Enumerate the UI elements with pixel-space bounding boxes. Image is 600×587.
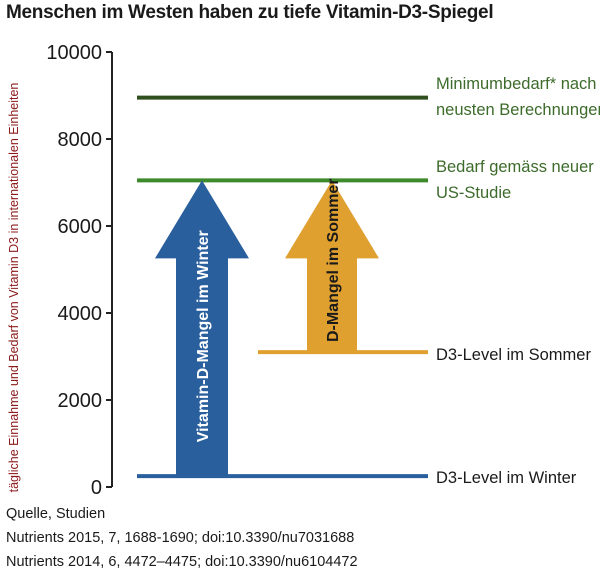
y-axis-label: tägliche Einnahme und Bedarf von Vitamin… [7, 83, 21, 493]
y-tick-label-10000: 10000 [46, 42, 102, 64]
reference-line-label-4-1: D3-Level im Winter [436, 469, 577, 487]
arrow-2 [285, 180, 379, 353]
reference-line-label-1-2: neusten Berechnungen [436, 101, 600, 119]
arrow-label-1: Vitamin-D-Mangel im Winter [195, 230, 212, 442]
source-line-2: Nutrients 2014, 6, 4472–4475; doi:10.339… [6, 554, 358, 570]
y-tick-label-6000: 6000 [58, 216, 103, 238]
chart-title: Menschen im Westen haben zu tiefe Vitami… [6, 2, 494, 23]
reference-line-label-2-1: Bedarf gemäss neuer [436, 158, 594, 176]
y-tick-label-8000: 8000 [58, 129, 103, 151]
arrow-1 [155, 180, 249, 477]
reference-line-label-2-2: US-Studie [436, 184, 511, 202]
source-line-1: Nutrients 2015, 7, 1688-1690; doi:10.339… [6, 530, 355, 546]
reference-line-label-1-1: Minimumbedarf* nach [436, 75, 597, 93]
arrow-label-2: D-Mangel im Sommer [325, 178, 342, 342]
y-tick-label-2000: 2000 [58, 390, 103, 412]
reference-line-label-3-1: D3-Level im Sommer [436, 346, 591, 364]
y-tick-label-4000: 4000 [58, 303, 103, 325]
y-tick-label-0: 0 [91, 477, 102, 499]
source-heading: Quelle, Studien [6, 506, 106, 522]
